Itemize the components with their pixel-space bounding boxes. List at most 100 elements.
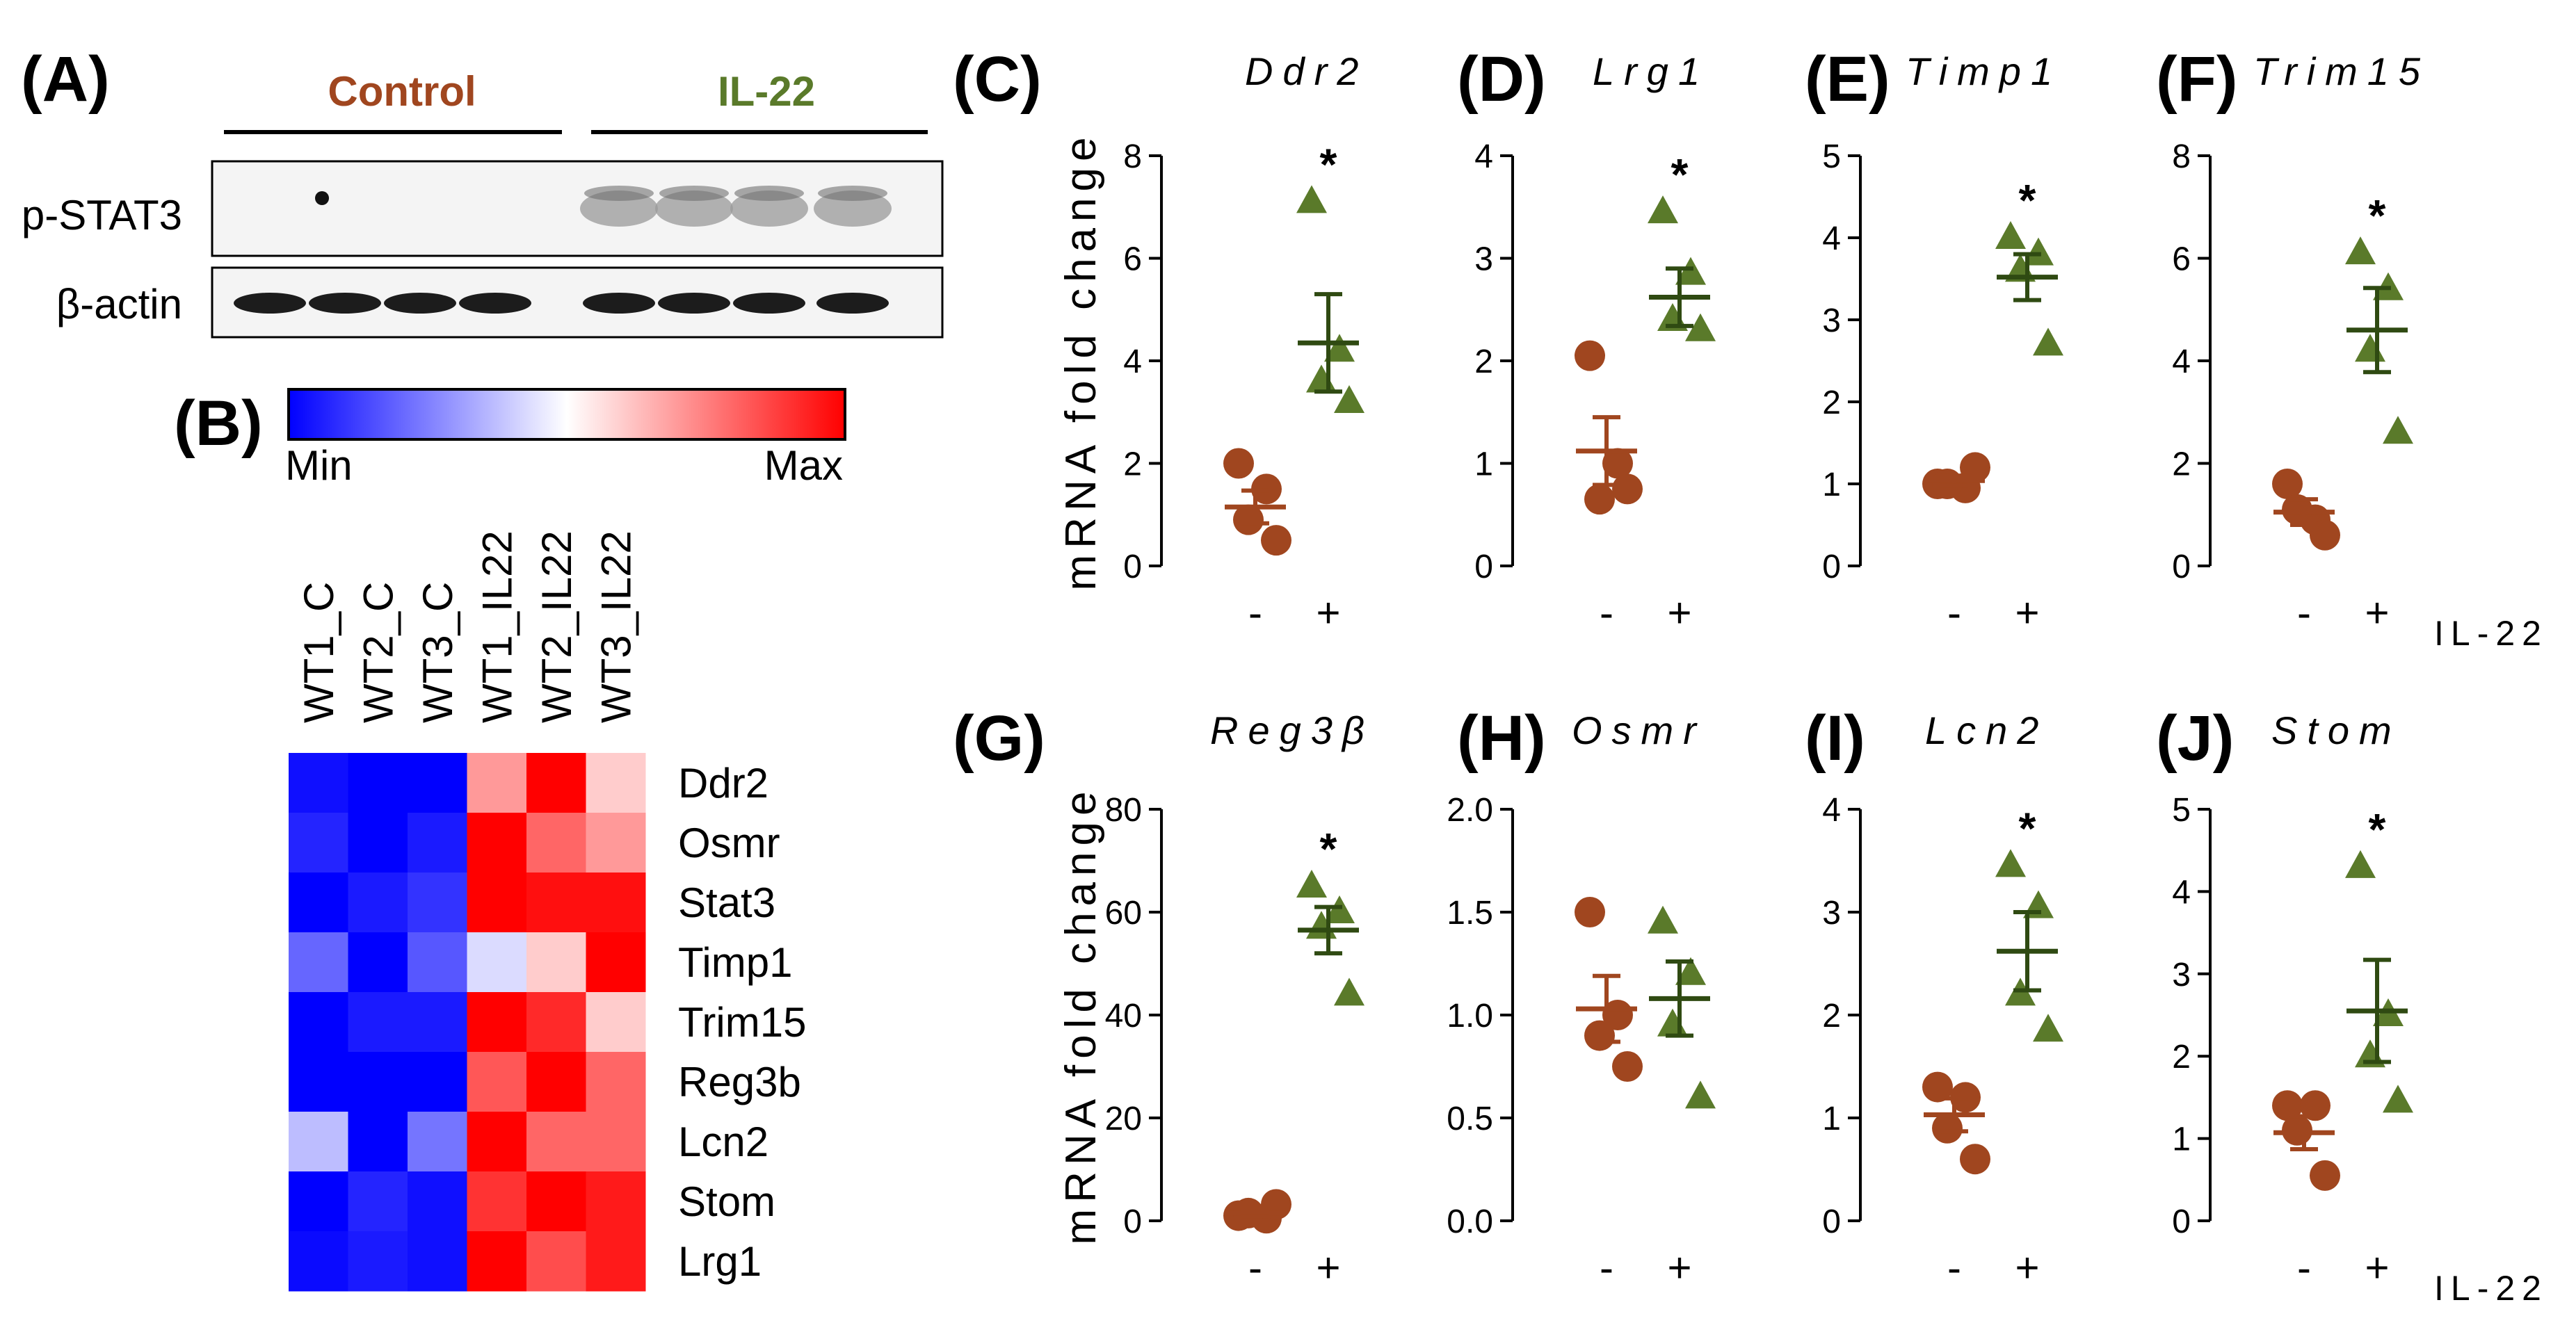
heatmap-row-label: Ddr2 xyxy=(678,760,768,806)
control-point xyxy=(2300,1090,2331,1121)
control-point xyxy=(1223,448,1254,479)
heatmap-column-label: WT1_IL22 xyxy=(474,530,521,723)
heatmap-cell xyxy=(408,873,467,933)
heatmap-cell xyxy=(586,1171,646,1232)
heatmap-cell xyxy=(289,1052,348,1112)
heatmap-cell xyxy=(289,1171,348,1232)
il22-point xyxy=(1334,977,1365,1006)
heatmap-cell xyxy=(289,1112,348,1172)
x-category-label: + xyxy=(1316,1244,1340,1291)
heatmap-row-label: Stom xyxy=(678,1178,775,1225)
y-axis-label: mRNA fold change xyxy=(1057,786,1105,1245)
y-tick-label: 0 xyxy=(2172,1203,2191,1240)
heatmap-grid: Ddr2 Osmr Stat3 Timp1 Trim15 Reg3b Lcn2 Stom Lrg… xyxy=(289,530,806,1292)
heatmap-cell xyxy=(348,813,408,873)
y-tick-label: 1.5 xyxy=(1447,895,1493,932)
y-tick-label: 3 xyxy=(1822,895,1841,932)
control-point xyxy=(1575,897,1605,927)
y-tick-label: 6 xyxy=(1123,241,1142,278)
control-point xyxy=(1261,525,1291,556)
control-point xyxy=(1922,1071,1953,1103)
x-category-label: + xyxy=(2365,590,2389,636)
y-tick-label: 2 xyxy=(2172,446,2191,483)
il22-point xyxy=(1657,1008,1688,1037)
western-group-il22: IL-22 xyxy=(718,68,815,115)
heatmap-column-label: WT2_IL22 xyxy=(533,530,580,723)
panel-label: (D) xyxy=(1457,44,1546,115)
panel-label: (E) xyxy=(1805,44,1890,115)
heatmap-cell xyxy=(408,813,467,873)
heatmap-cell xyxy=(348,753,408,813)
y-tick-label: 3 xyxy=(2172,957,2191,993)
y-tick-label: 40 xyxy=(1105,998,1142,1034)
bactin-band xyxy=(658,293,730,314)
scatter-panel: (E) Timp1 0 1 2 3 4 5 - + * xyxy=(1805,44,2063,636)
scatter-panel: (I) Lcn2 0 1 2 3 4 - + * xyxy=(1805,703,2063,1291)
x-category-label: + xyxy=(2015,590,2039,636)
heatmap-column-label: WT3_IL22 xyxy=(593,530,640,723)
control-point xyxy=(1612,1051,1643,1082)
y-tick-label: 0 xyxy=(2172,549,2191,585)
y-tick-label: 3 xyxy=(1822,302,1841,339)
x-category-label: - xyxy=(1600,1244,1613,1291)
western-blot-panel: (A) Control IL-22 p-STAT3 β-actin xyxy=(21,44,944,339)
heatmap-row-label: Timp1 xyxy=(678,939,792,986)
significance-star: * xyxy=(1320,139,1337,189)
y-tick-label: 0 xyxy=(1123,549,1142,585)
y-tick-label: 80 xyxy=(1105,792,1142,829)
y-axis-label: mRNA fold change xyxy=(1057,131,1105,591)
y-tick-label: 2 xyxy=(1474,343,1493,380)
gene-title: Trim15 xyxy=(2253,49,2430,93)
y-tick-label: 1 xyxy=(1822,466,1841,503)
control-point xyxy=(1960,1144,1990,1175)
heatmap-cell xyxy=(348,873,408,933)
gene-title: Stom xyxy=(2271,708,2401,752)
y-tick-label: 3 xyxy=(1474,241,1493,278)
il22-point xyxy=(1296,870,1327,898)
il22-point xyxy=(1995,849,2026,877)
heatmap-cell xyxy=(586,932,646,993)
control-point xyxy=(1612,473,1643,505)
x-category-label: - xyxy=(2297,590,2311,636)
y-tick-label: 1 xyxy=(1822,1101,1841,1137)
il22-point xyxy=(1324,895,1355,923)
y-tick-label: 5 xyxy=(1822,138,1841,175)
control-point xyxy=(2282,1114,2312,1146)
heatmap-cell xyxy=(467,1231,527,1292)
western-row-pstat3: p-STAT3 xyxy=(22,192,182,238)
blot-bands xyxy=(234,186,892,314)
heatmap-cell xyxy=(289,873,348,933)
western-group-control: Control xyxy=(328,68,476,115)
significance-star: * xyxy=(2369,190,2386,241)
heatmap-cell xyxy=(467,992,527,1053)
heatmap-cell xyxy=(526,932,586,993)
y-tick-label: 2 xyxy=(2172,1039,2191,1076)
heatmap-cell xyxy=(586,992,646,1053)
x-category-label: - xyxy=(1248,590,1262,636)
heatmap-cell xyxy=(586,873,646,933)
scatter-panel: (J) Stom 0 1 2 3 4 5 - + * xyxy=(2156,703,2413,1291)
heatmap-cell xyxy=(408,992,467,1053)
panel-label: (F) xyxy=(2156,44,2237,115)
heatmap-column-label: WT2_C xyxy=(355,582,402,723)
significance-star: * xyxy=(2019,803,2036,853)
il22-point xyxy=(1324,334,1355,362)
x-category-label: - xyxy=(1600,590,1613,636)
il22-axis-label-bottom: IL-22 xyxy=(2434,1269,2548,1308)
panel-label: (I) xyxy=(1805,703,1865,774)
panel-label: (G) xyxy=(953,703,1045,774)
heatmap-color-legend xyxy=(287,388,846,441)
il22-point xyxy=(2345,850,2376,878)
heatmap-cell xyxy=(467,873,527,933)
bactin-band xyxy=(583,293,655,314)
il22-point xyxy=(1648,195,1678,224)
heatmap-cell xyxy=(526,1231,586,1292)
y-tick-label: 2.0 xyxy=(1447,792,1493,829)
control-point xyxy=(2310,519,2340,551)
bactin-band xyxy=(384,293,456,314)
heatmap-cell xyxy=(526,753,586,813)
significance-star: * xyxy=(2019,175,2036,225)
heatmap-row-label: Lrg1 xyxy=(678,1238,762,1285)
bactin-band xyxy=(459,293,531,314)
